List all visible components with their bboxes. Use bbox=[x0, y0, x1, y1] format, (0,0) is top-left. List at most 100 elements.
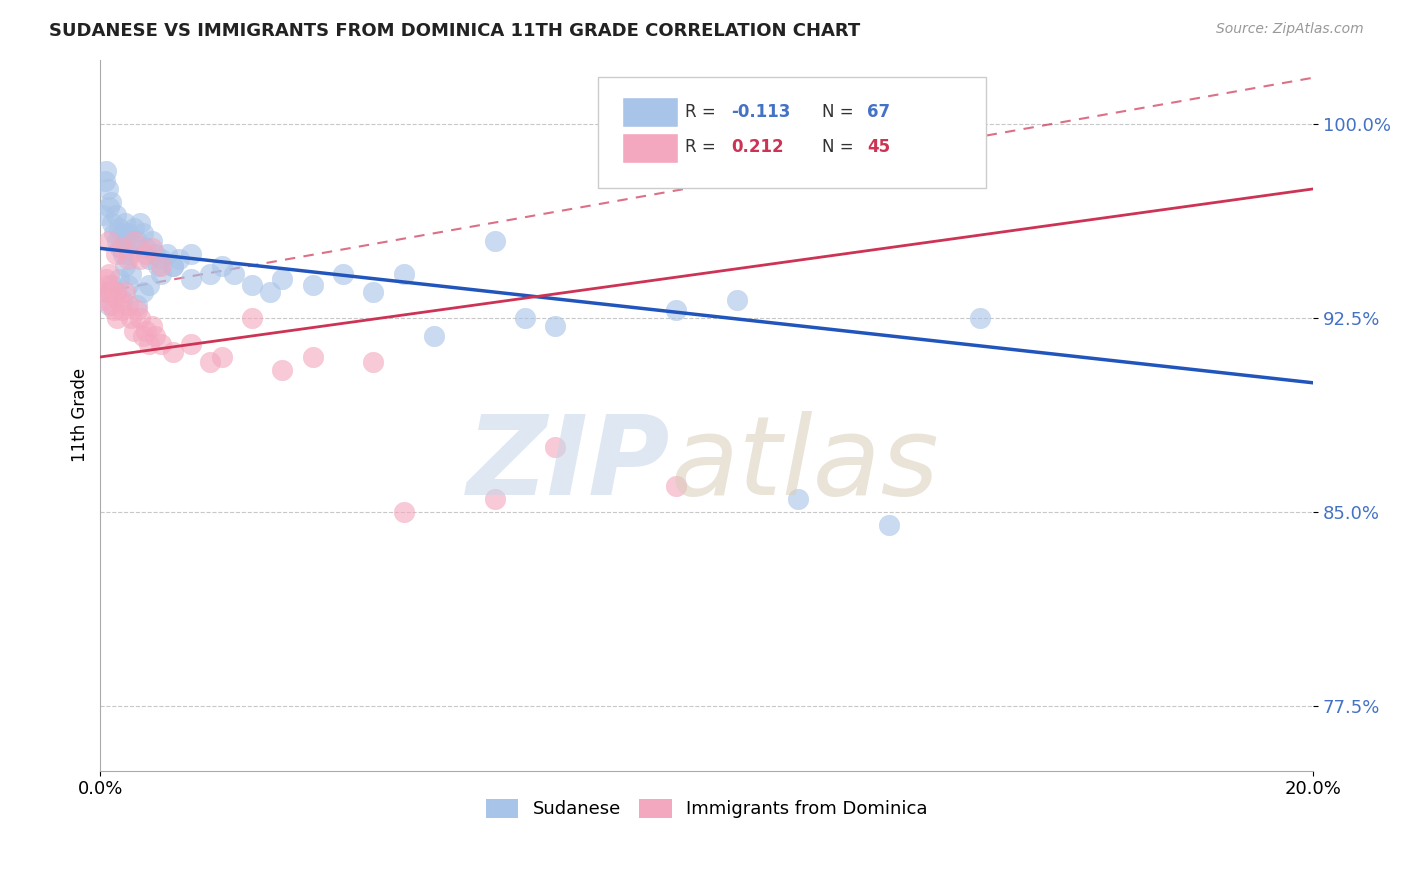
FancyBboxPatch shape bbox=[598, 78, 986, 187]
Point bbox=[156, 246, 179, 260]
Point bbox=[117, 252, 139, 266]
Point bbox=[97, 277, 120, 292]
Point bbox=[141, 318, 163, 333]
Point bbox=[138, 337, 160, 351]
Point bbox=[141, 234, 163, 248]
Point bbox=[114, 285, 136, 300]
Point bbox=[125, 303, 148, 318]
Point bbox=[135, 241, 157, 255]
Point bbox=[117, 226, 139, 240]
Point bbox=[94, 285, 117, 300]
Point bbox=[211, 260, 233, 274]
Point bbox=[877, 518, 900, 533]
Point bbox=[117, 277, 139, 292]
Point bbox=[162, 260, 184, 274]
Text: 0.212: 0.212 bbox=[731, 138, 783, 156]
Point bbox=[107, 293, 129, 307]
Point bbox=[97, 182, 120, 196]
Point bbox=[725, 293, 748, 307]
Point bbox=[180, 246, 202, 260]
Point bbox=[103, 226, 125, 240]
Point bbox=[122, 324, 145, 338]
Point bbox=[141, 241, 163, 255]
Point bbox=[150, 260, 173, 274]
Point bbox=[125, 298, 148, 312]
Point bbox=[98, 298, 121, 312]
Text: SUDANESE VS IMMIGRANTS FROM DOMINICA 11TH GRADE CORRELATION CHART: SUDANESE VS IMMIGRANTS FROM DOMINICA 11T… bbox=[49, 22, 860, 40]
Point bbox=[513, 311, 536, 326]
Point bbox=[96, 272, 118, 286]
Point bbox=[146, 260, 169, 274]
Point bbox=[98, 267, 121, 281]
FancyBboxPatch shape bbox=[621, 97, 678, 128]
Point bbox=[162, 344, 184, 359]
Point bbox=[392, 267, 415, 281]
Point bbox=[211, 350, 233, 364]
Point bbox=[198, 355, 221, 369]
Point bbox=[132, 329, 155, 343]
Point bbox=[93, 208, 115, 222]
Point bbox=[94, 174, 117, 188]
Point bbox=[143, 246, 166, 260]
Point bbox=[107, 272, 129, 286]
Point bbox=[120, 234, 142, 248]
Point bbox=[259, 285, 281, 300]
Point bbox=[110, 293, 132, 307]
Point bbox=[135, 246, 157, 260]
Point bbox=[180, 272, 202, 286]
Point bbox=[118, 246, 141, 260]
Text: atlas: atlas bbox=[671, 411, 939, 518]
Point bbox=[98, 200, 121, 214]
Point bbox=[222, 267, 245, 281]
Point bbox=[122, 234, 145, 248]
Point bbox=[240, 277, 263, 292]
Point bbox=[240, 311, 263, 326]
Point bbox=[150, 267, 173, 281]
Point bbox=[132, 226, 155, 240]
Point bbox=[128, 252, 150, 266]
Text: 45: 45 bbox=[868, 138, 890, 156]
Point bbox=[96, 163, 118, 178]
Point bbox=[392, 505, 415, 519]
Point bbox=[198, 267, 221, 281]
Point bbox=[117, 298, 139, 312]
Point bbox=[150, 337, 173, 351]
Text: R =: R = bbox=[685, 138, 721, 156]
Point bbox=[104, 208, 127, 222]
Text: N =: N = bbox=[823, 138, 859, 156]
Point bbox=[544, 318, 567, 333]
Point bbox=[128, 215, 150, 229]
Point bbox=[114, 234, 136, 248]
FancyBboxPatch shape bbox=[621, 133, 678, 162]
Point bbox=[135, 324, 157, 338]
Point bbox=[162, 260, 184, 274]
Point bbox=[101, 215, 124, 229]
Point bbox=[100, 285, 122, 300]
Y-axis label: 11th Grade: 11th Grade bbox=[72, 368, 89, 462]
Point bbox=[544, 441, 567, 455]
Point bbox=[104, 285, 127, 300]
Point bbox=[143, 329, 166, 343]
Point bbox=[122, 220, 145, 235]
Point bbox=[108, 241, 131, 255]
Point bbox=[138, 277, 160, 292]
Point bbox=[665, 479, 688, 493]
Point bbox=[271, 363, 294, 377]
Point bbox=[114, 260, 136, 274]
Point bbox=[107, 220, 129, 235]
Point bbox=[96, 285, 118, 300]
Point bbox=[105, 311, 128, 326]
Point bbox=[103, 303, 125, 318]
Point bbox=[150, 252, 173, 266]
Point bbox=[112, 246, 135, 260]
Point bbox=[114, 215, 136, 229]
Point bbox=[132, 285, 155, 300]
Point bbox=[423, 329, 446, 343]
Point bbox=[138, 252, 160, 266]
Text: 67: 67 bbox=[868, 103, 890, 120]
Point bbox=[98, 234, 121, 248]
Text: N =: N = bbox=[823, 103, 859, 120]
Point bbox=[120, 267, 142, 281]
Point bbox=[180, 337, 202, 351]
Point bbox=[271, 272, 294, 286]
